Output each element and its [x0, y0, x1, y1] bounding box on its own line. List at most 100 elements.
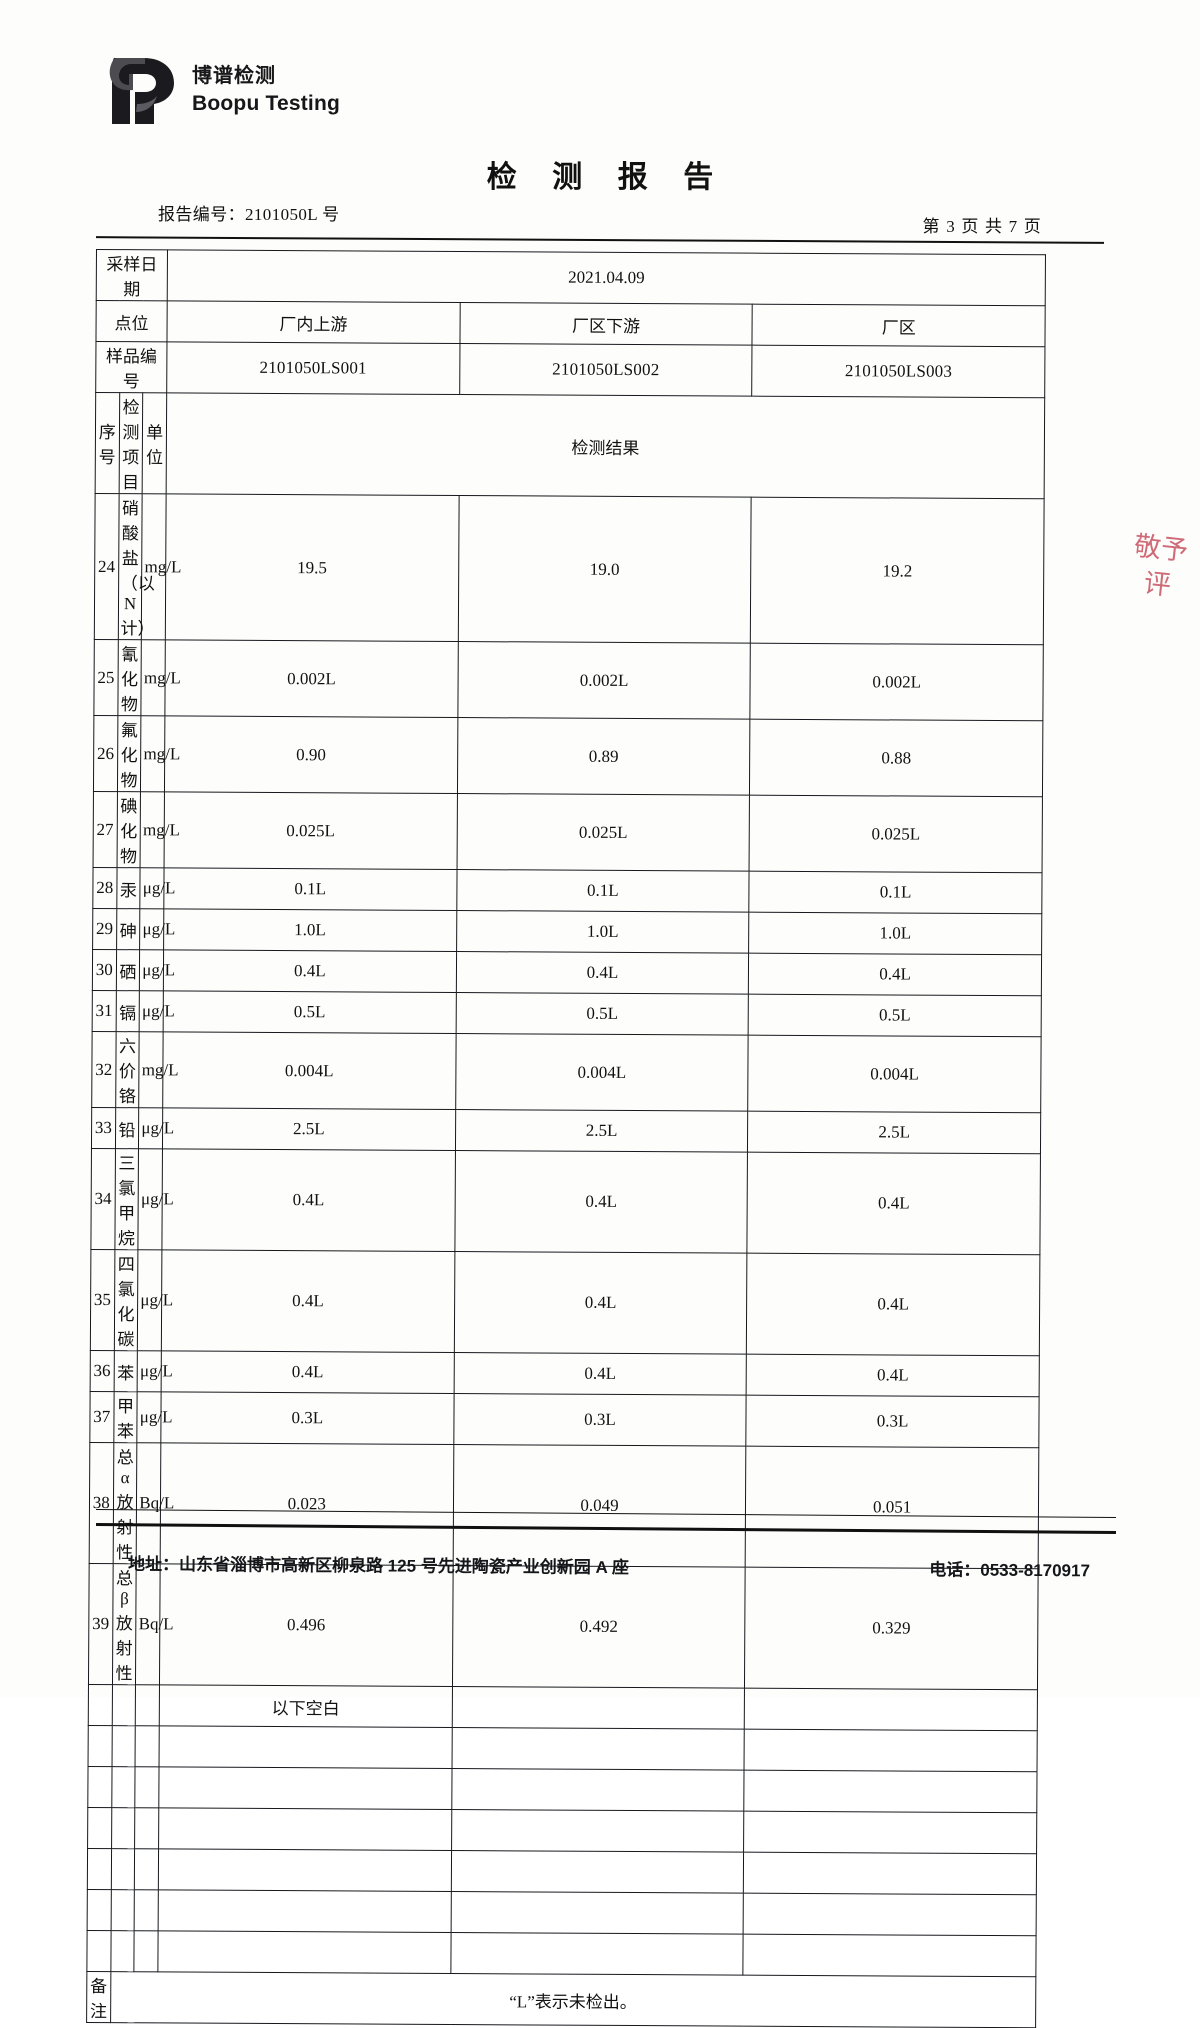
cell-item	[110, 1848, 135, 1890]
cell-value-3: 19.2	[750, 497, 1045, 645]
cell-item	[110, 1889, 135, 1931]
cell-value-1: 0.4L	[161, 1350, 454, 1394]
cell-value-2: 0.025L	[456, 793, 750, 872]
cell-no: 36	[90, 1350, 115, 1392]
cell-value-1	[157, 1930, 451, 1974]
results-table: 采样日期 2021.04.09 点位 厂内上游 厂区下游 厂区 样品编号 210…	[86, 249, 1046, 2028]
cell-item: 碘化物	[116, 791, 141, 868]
footer-address: 地址：山东省淄博市高新区柳泉路 125 号先进陶瓷产业创新园 A 座	[127, 1554, 629, 1578]
cell-unit: μg/L	[140, 867, 176, 909]
table-row: 28 汞 μg/L 0.1L 0.1L 0.1L	[92, 867, 1043, 914]
table-row: 25 氰化物 mg/L 0.002L 0.002L 0.002L	[93, 639, 1044, 721]
table-row: 33 铅 μg/L 2.5L 2.5L 2.5L	[91, 1107, 1041, 1154]
site-value-3: 厂区	[752, 304, 1046, 347]
cell-value-1: 0.3L	[160, 1391, 454, 1445]
cell-value-2	[450, 1891, 744, 1935]
cell-value-1: 0.4L	[161, 1249, 455, 1353]
cell-item: 总α放射性	[112, 1442, 138, 1564]
cell-no	[88, 1725, 112, 1767]
cell-unit: mg/L	[141, 639, 181, 716]
cell-no	[87, 1766, 112, 1808]
cell-value-1: 以下空白	[159, 1684, 453, 1728]
cell-item: 硝酸盐（以 N 计）	[117, 493, 155, 640]
table-row-sampling-date: 采样日期 2021.04.09	[96, 249, 1046, 306]
sample-no-value-2: 2101050LS002	[459, 343, 753, 397]
cell-value-1	[158, 1766, 452, 1810]
cell-unit: μg/L	[139, 908, 175, 950]
cell-no: 32	[91, 1031, 116, 1108]
company-logo: 博谱检测 Boopu Testing	[104, 52, 340, 130]
cell-value-2	[451, 1686, 745, 1730]
cell-value-1	[159, 1725, 452, 1769]
cell-unit: mg/L	[139, 1031, 179, 1108]
cell-value-2: 0.4L	[453, 1352, 747, 1396]
cell-value-2	[450, 1932, 744, 1976]
remark-text: “L”表示未检出。	[110, 1971, 1036, 2028]
table-header-row: 序号 检测项目 单位 检测结果	[95, 392, 1045, 499]
column-header-result: 检测结果	[166, 392, 1045, 499]
table-row: 32 六价铬 mg/L 0.004L 0.004L 0.004L	[91, 1031, 1042, 1113]
cell-value-2: 0.3L	[453, 1393, 747, 1447]
table-row	[87, 1766, 1038, 1813]
cell-value-3	[744, 1770, 1038, 1813]
cell-value-2	[451, 1768, 745, 1812]
cell-value-2: 0.004L	[455, 1033, 749, 1112]
column-header-item: 检测项目	[118, 392, 144, 494]
cell-value-2	[450, 1850, 744, 1894]
cell-unit: Bq/L	[135, 1563, 174, 1685]
cell-no: 29	[92, 908, 117, 950]
cell-value-1: 0.025L	[164, 791, 458, 870]
cell-value-3: 1.0L	[748, 912, 1042, 955]
cell-unit	[134, 1889, 159, 1931]
table-row	[87, 1848, 1037, 1895]
table-row: 35 四氯化碳 μg/L 0.4L 0.4L 0.4L	[90, 1249, 1040, 1356]
table-row-remark: 备注 “L”表示未检出。	[86, 1971, 1036, 2028]
cell-no: 28	[92, 867, 117, 909]
column-header-no: 序号	[95, 392, 120, 494]
site-label: 点位	[95, 300, 168, 342]
cell-value-2: 0.4L	[456, 951, 749, 995]
column-header-unit: 单位	[142, 392, 167, 494]
cell-value-2: 19.0	[457, 495, 752, 644]
cell-value-1	[158, 1807, 452, 1851]
cell-no: 25	[93, 639, 118, 716]
cell-value-2: 0.4L	[454, 1150, 748, 1254]
cell-unit	[134, 1807, 159, 1849]
cell-no: 27	[93, 791, 118, 868]
cell-item: 苯	[113, 1350, 138, 1392]
table-row: 39 总β放射性 Bq/L 0.496 0.492 0.329	[88, 1563, 1039, 1690]
cell-value-1: 0.023	[160, 1442, 454, 1566]
cell-item	[111, 1807, 136, 1849]
cell-item: 砷	[116, 908, 141, 950]
cell-unit	[135, 1766, 160, 1808]
table-row: 30 硒 μg/L 0.4L 0.4L 0.4L	[92, 949, 1042, 996]
cell-value-3	[744, 1729, 1038, 1772]
cell-item: 氟化物	[117, 715, 142, 792]
table-row	[87, 1807, 1037, 1854]
cell-unit: μg/L	[137, 1249, 173, 1351]
cell-unit: μg/L	[137, 1391, 173, 1443]
cell-value-3: 0.004L	[748, 1035, 1042, 1113]
sampling-date-value: 2021.04.09	[167, 249, 1046, 306]
cell-unit: μg/L	[138, 1148, 174, 1250]
company-name-en: Boopu Testing	[192, 91, 341, 115]
cell-item	[111, 1684, 136, 1726]
cell-item: 氰化物	[117, 639, 142, 716]
table-row: 24 硝酸盐（以 N 计） mg/L 19.5 19.0 19.2	[94, 493, 1045, 645]
cell-value-2	[451, 1727, 745, 1771]
cell-no: 35	[90, 1249, 115, 1351]
sample-no-value-3: 2101050LS003	[752, 345, 1045, 398]
cell-value-1: 0.4L	[161, 1148, 456, 1252]
cell-unit	[134, 1930, 159, 1972]
cell-value-3: 0.3L	[746, 1395, 1040, 1448]
cell-value-2: 0.4L	[453, 1251, 748, 1355]
cell-value-2: 0.1L	[456, 869, 750, 913]
boopu-b-logo-icon	[104, 52, 178, 130]
cell-item: 四氯化碳	[114, 1249, 139, 1351]
cell-value-3	[743, 1811, 1037, 1854]
cell-value-1: 0.5L	[163, 990, 457, 1034]
cell-value-3: 0.051	[745, 1446, 1039, 1569]
cell-value-1	[158, 1848, 452, 1892]
cell-no	[87, 1807, 112, 1849]
table-row: 36 苯 μg/L 0.4L 0.4L 0.4L	[90, 1350, 1040, 1397]
